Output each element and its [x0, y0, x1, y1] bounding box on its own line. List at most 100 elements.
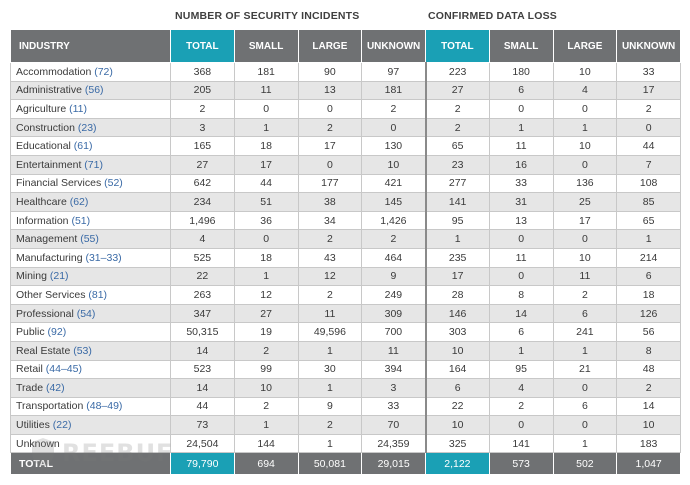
industry-name: Agriculture — [16, 102, 67, 115]
cell-dataloss-unknown: 10 — [616, 415, 681, 435]
cell-incidents-unknown: 421 — [361, 173, 426, 194]
naics-code: (23) — [77, 121, 97, 134]
total-dataloss-small: 573 — [488, 452, 554, 476]
cell-dataloss-unknown: 18 — [616, 285, 681, 305]
cell-incidents-large: 11 — [297, 303, 363, 324]
header-dataloss-unknown: UNKNOWN — [616, 29, 681, 63]
cell-dataloss-total: 235 — [424, 247, 490, 268]
cell-incidents-small: 44 — [233, 173, 299, 194]
industry-cell: Construction (23) — [10, 117, 171, 138]
table-row: Financial Services (52) 642 44 177 421 277 33 1… — [10, 173, 681, 194]
cell-incidents-unknown: 24,359 — [361, 433, 426, 454]
cell-incidents-total: 4 — [170, 229, 235, 249]
cell-incidents-large: 2 — [297, 415, 363, 435]
header-dataloss-small: SMALL — [488, 29, 554, 63]
cell-incidents-unknown: 181 — [361, 80, 426, 101]
header-incidents-unknown: UNKNOWN — [361, 29, 426, 63]
cell-incidents-total: 44 — [170, 396, 235, 417]
cell-incidents-large: 2 — [297, 229, 363, 249]
cell-dataloss-large: 0 — [552, 99, 618, 119]
cell-dataloss-small: 6 — [488, 80, 554, 101]
cell-dataloss-total: 164 — [424, 359, 490, 380]
industry-cell: Financial Services (52) — [10, 173, 171, 194]
security-incidents-title: NUMBER OF SECURITY INCIDENTS — [175, 10, 360, 22]
cell-incidents-small: 181 — [233, 62, 299, 82]
cell-dataloss-small: 8 — [488, 285, 554, 305]
cell-incidents-large: 30 — [297, 359, 363, 380]
cell-dataloss-large: 0 — [552, 415, 618, 435]
cell-dataloss-small: 6 — [488, 322, 554, 342]
cell-incidents-large: 0 — [297, 99, 363, 119]
cell-dataloss-large: 10 — [552, 62, 618, 82]
industry-name: Retail — [16, 363, 43, 376]
cell-incidents-unknown: 309 — [361, 303, 426, 324]
cell-incidents-unknown: 2 — [361, 229, 426, 249]
industry-name: Manufacturing — [16, 251, 83, 264]
cell-incidents-total: 368 — [170, 62, 235, 82]
cell-dataloss-large: 6 — [552, 303, 618, 324]
cell-incidents-unknown: 700 — [361, 322, 426, 342]
cell-incidents-large: 1 — [297, 378, 363, 398]
cell-dataloss-small: 4 — [488, 378, 554, 398]
cell-dataloss-total: 95 — [424, 210, 490, 231]
cell-incidents-large: 49,596 — [297, 322, 363, 342]
cell-dataloss-large: 0 — [552, 378, 618, 398]
naics-code: (54) — [76, 307, 96, 320]
cell-dataloss-large: 10 — [552, 247, 618, 268]
cell-incidents-small: 12 — [233, 285, 299, 305]
cell-dataloss-large: 241 — [552, 322, 618, 342]
cell-dataloss-unknown: 6 — [616, 266, 681, 287]
total-row: TOTAL 79,790 694 50,081 29,015 2,122 573… — [10, 452, 681, 476]
cell-incidents-small: 0 — [233, 229, 299, 249]
cell-incidents-unknown: 70 — [361, 415, 426, 435]
cell-incidents-large: 43 — [297, 247, 363, 268]
naics-code: (21) — [49, 270, 69, 283]
cell-dataloss-total: 10 — [424, 340, 490, 361]
naics-code: (55) — [80, 233, 99, 246]
cell-dataloss-large: 17 — [552, 210, 618, 231]
cell-dataloss-large: 11 — [552, 266, 618, 287]
header-incidents-small: SMALL — [233, 29, 299, 63]
table-row: Public (92) 50,315 19 49,596 700 303 6 241 56 — [10, 322, 681, 342]
cell-incidents-total: 14 — [170, 340, 235, 361]
cell-dataloss-total: 27 — [424, 80, 490, 101]
cell-dataloss-total: 277 — [424, 173, 490, 194]
cell-dataloss-large: 0 — [552, 154, 618, 175]
total-incidents-large: 50,081 — [297, 452, 363, 476]
cell-incidents-large: 9 — [297, 396, 363, 417]
total-label: TOTAL — [10, 452, 171, 476]
cell-incidents-total: 1,496 — [170, 210, 235, 231]
table-row: Accommodation (72) 368 181 90 97 223 180 10 33 — [10, 62, 681, 82]
cell-incidents-large: 12 — [297, 266, 363, 287]
header-dataloss-large: LARGE — [552, 29, 618, 63]
cell-incidents-large: 17 — [297, 136, 363, 156]
cell-incidents-total: 205 — [170, 80, 235, 101]
industry-cell: Public (92) — [10, 322, 171, 342]
table-row: Unknown 24,504 144 1 24,359 325 141 1 183 — [10, 433, 681, 454]
cell-dataloss-unknown: 2 — [616, 99, 681, 119]
confirmed-data-loss-title: CONFIRMED DATA LOSS — [428, 10, 558, 22]
naics-code: (72) — [94, 65, 113, 78]
cell-incidents-large: 0 — [297, 154, 363, 175]
industry-name: Other Services — [16, 288, 86, 301]
cell-incidents-total: 50,315 — [170, 322, 235, 342]
cell-incidents-total: 3 — [170, 117, 235, 138]
cell-dataloss-unknown: 214 — [616, 247, 681, 268]
industry-cell: Manufacturing (31–33) — [10, 247, 171, 268]
table-row: Other Services (81) 263 12 2 249 28 8 2 18 — [10, 285, 681, 305]
cell-dataloss-large: 25 — [552, 192, 618, 212]
naics-code: (92) — [47, 326, 67, 339]
cell-incidents-small: 19 — [233, 322, 299, 342]
cell-dataloss-unknown: 1 — [616, 229, 681, 249]
naics-code: (61) — [73, 140, 93, 153]
industry-name: Administrative — [16, 84, 82, 97]
cell-dataloss-total: 10 — [424, 415, 490, 435]
header-dataloss-total: TOTAL — [425, 29, 490, 63]
total-incidents-total: 79,790 — [170, 452, 235, 476]
cell-incidents-unknown: 97 — [361, 62, 426, 82]
cell-incidents-small: 2 — [233, 396, 299, 417]
industry-cell: Healthcare (62) — [10, 192, 171, 212]
cell-dataloss-total: 2 — [424, 99, 490, 119]
incidents-by-industry-table: INDUSTRY TOTAL SMALL LARGE UNKNOWN TOTAL… — [10, 29, 681, 476]
cell-incidents-unknown: 464 — [361, 247, 426, 268]
